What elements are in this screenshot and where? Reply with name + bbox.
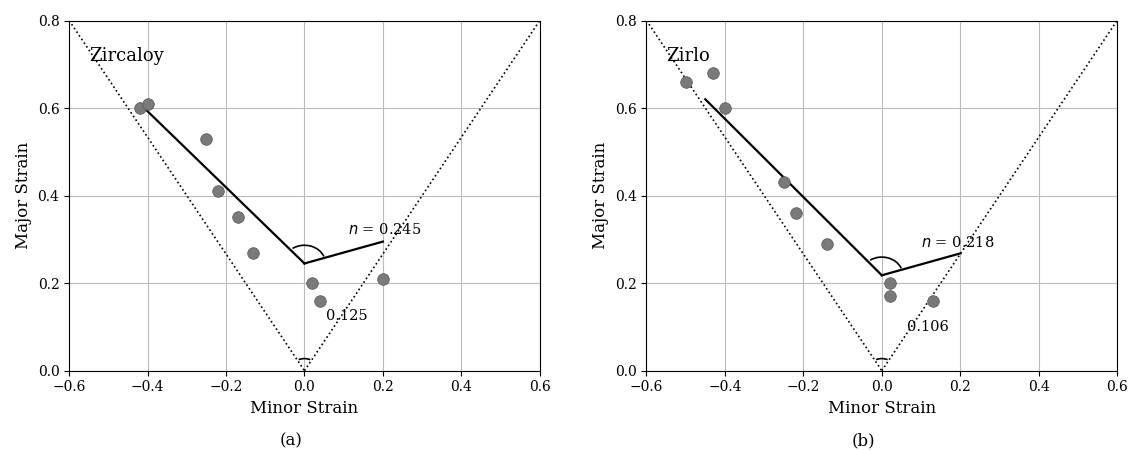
Text: $n$ = 0.245: $n$ = 0.245 (347, 222, 421, 237)
X-axis label: Minor Strain: Minor Strain (250, 400, 359, 417)
X-axis label: Minor Strain: Minor Strain (828, 400, 936, 417)
Y-axis label: Major Strain: Major Strain (592, 142, 609, 249)
Point (880, 292, 898, 300)
Point (817, 240, 836, 248)
Point (130, 104, 149, 112)
Point (775, 179, 793, 186)
Point (138, 100, 157, 107)
Point (704, 69, 722, 76)
Text: (a): (a) (280, 432, 303, 450)
Point (209, 188, 227, 195)
Point (245, 249, 263, 256)
Point (198, 135, 216, 142)
Point (880, 279, 898, 287)
Text: $n$ = 0.218: $n$ = 0.218 (921, 235, 994, 250)
Point (924, 297, 942, 304)
Text: Zircaloy: Zircaloy (89, 47, 163, 65)
Point (716, 104, 734, 112)
Point (374, 275, 392, 283)
Text: 0.125: 0.125 (326, 310, 368, 324)
Point (311, 297, 329, 304)
Text: Zirlo: Zirlo (666, 47, 710, 65)
Point (229, 214, 247, 221)
Y-axis label: Major Strain: Major Strain (15, 142, 32, 249)
Point (303, 279, 321, 287)
Point (677, 78, 695, 86)
Text: 0.106: 0.106 (908, 320, 949, 334)
Point (786, 210, 805, 217)
Text: (b): (b) (852, 432, 874, 450)
